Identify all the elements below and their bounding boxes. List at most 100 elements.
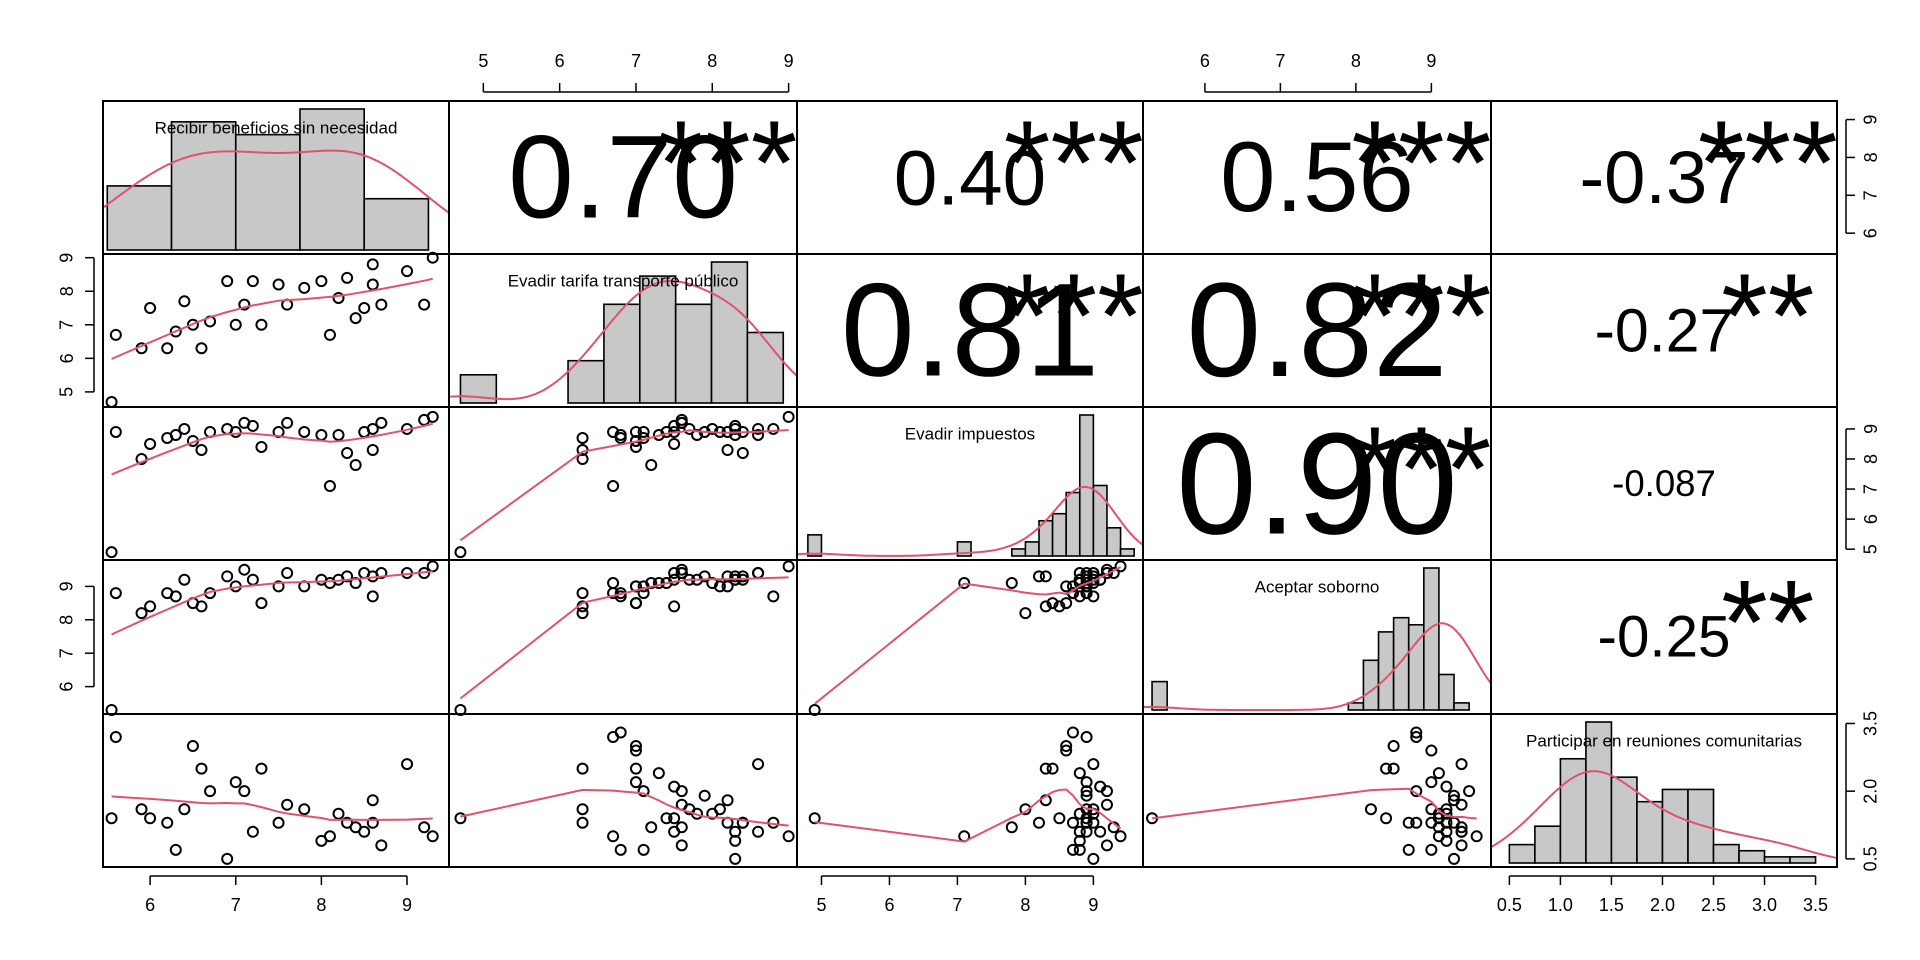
significance-stars: ** xyxy=(1721,249,1814,383)
scatter-point xyxy=(782,560,795,573)
scatter-point xyxy=(1032,816,1045,829)
panel-frame xyxy=(102,253,450,408)
scatter-point xyxy=(958,577,971,590)
scatter-point xyxy=(721,794,734,807)
scatter-point xyxy=(706,577,719,590)
scatter-point xyxy=(1448,794,1461,807)
scatter-point xyxy=(721,443,734,456)
scatter-point xyxy=(645,459,658,472)
x-tick-label: 3.0 xyxy=(1752,895,1777,915)
scatter-point xyxy=(752,428,765,441)
scatter-point xyxy=(637,785,650,798)
scatter-point xyxy=(169,428,182,441)
scatter-point xyxy=(652,767,665,780)
histogram-bar xyxy=(1065,491,1081,557)
scatter-point xyxy=(169,325,182,338)
histogram-bar xyxy=(710,261,749,404)
correlation-value: -0.25 xyxy=(1598,605,1731,670)
variable-name: Recibir beneficios sin necesidad xyxy=(155,118,398,137)
scatter-point xyxy=(332,291,345,304)
density-curve xyxy=(1491,770,1837,859)
significance-stars: *** xyxy=(1004,96,1144,230)
scatter-point xyxy=(323,328,336,341)
scatter-point xyxy=(1053,812,1066,825)
scatter-point xyxy=(238,563,251,576)
loess-line xyxy=(111,277,433,360)
scatter-point xyxy=(1387,740,1400,753)
scatter-point xyxy=(135,803,148,816)
scatter-point xyxy=(721,570,734,583)
scatter-point xyxy=(1455,758,1468,771)
x-tick-label: 7 xyxy=(231,895,241,915)
scatter-point xyxy=(366,816,379,829)
x-tick-label: 7 xyxy=(952,895,962,915)
panel-frame xyxy=(1490,713,1838,868)
scatter-point xyxy=(144,437,157,450)
scatter-point xyxy=(401,265,414,278)
scatter-point xyxy=(454,546,467,559)
scatter-point xyxy=(1425,843,1438,856)
scatter-point xyxy=(614,843,627,856)
histogram-bar xyxy=(1362,659,1380,711)
scatter-point xyxy=(144,812,157,825)
scatter-point xyxy=(607,480,620,493)
scatter-point xyxy=(1080,731,1093,744)
scatter-point xyxy=(1432,767,1445,780)
y-tick-label: 8 xyxy=(1861,454,1881,464)
y-tick-label: 8 xyxy=(1861,152,1881,162)
scatter-point xyxy=(1087,573,1100,586)
histogram-bar xyxy=(1763,856,1791,864)
scatter-point xyxy=(195,762,208,775)
scatter-point xyxy=(1073,567,1086,580)
scatter-point xyxy=(607,577,620,590)
scatter-point xyxy=(358,302,371,315)
scatter-point xyxy=(281,416,294,429)
scatter-point xyxy=(349,459,362,472)
loess-line xyxy=(460,788,789,827)
scatter-point xyxy=(752,758,765,771)
loess-line xyxy=(111,422,433,476)
scatter-point xyxy=(109,425,122,438)
correlation-value: 0.81 xyxy=(841,257,1099,405)
correlation-value: 0.82 xyxy=(1187,256,1448,405)
scatter-point xyxy=(1455,839,1468,852)
histogram-bar xyxy=(363,197,430,251)
scatter-point xyxy=(375,567,388,580)
scatter-point xyxy=(105,812,118,825)
y-tick-label: 6 xyxy=(57,353,77,363)
scatter-point xyxy=(706,422,719,435)
scatter-point xyxy=(1432,812,1445,825)
scatter-point xyxy=(683,422,696,435)
scatter-point xyxy=(698,570,711,583)
scatter-point xyxy=(1080,577,1093,590)
scatter-point xyxy=(375,298,388,311)
scatter-point xyxy=(668,567,681,580)
scatter-point xyxy=(1066,816,1079,829)
scatter-point xyxy=(668,600,681,613)
scatter-point xyxy=(178,295,191,308)
scatter-point xyxy=(1073,573,1086,586)
scatter-point xyxy=(195,342,208,355)
variable-name: Aceptar soborno xyxy=(1255,577,1380,596)
scatter-point xyxy=(144,302,157,315)
histogram-bar xyxy=(638,275,677,404)
scatter-point xyxy=(281,798,294,811)
scatter-point xyxy=(426,830,439,843)
x-tick-label: 8 xyxy=(316,895,326,915)
scatter-point xyxy=(1073,767,1086,780)
x-tick-label: 6 xyxy=(884,895,894,915)
scatter-point xyxy=(782,410,795,423)
density-curve xyxy=(1143,622,1491,711)
scatter-point xyxy=(315,428,328,441)
scatter-point xyxy=(607,425,620,438)
histogram-bar xyxy=(1377,631,1395,711)
histogram-bar xyxy=(1559,757,1587,864)
scatter-point xyxy=(1019,803,1032,816)
significance-stars: *** xyxy=(1698,96,1838,230)
scatter-point xyxy=(229,318,242,331)
scatter-point xyxy=(298,425,311,438)
correlation-value: 0.90 xyxy=(1176,403,1458,565)
correlation-value: 0.56 xyxy=(1220,122,1414,233)
scatter-point xyxy=(221,275,234,288)
